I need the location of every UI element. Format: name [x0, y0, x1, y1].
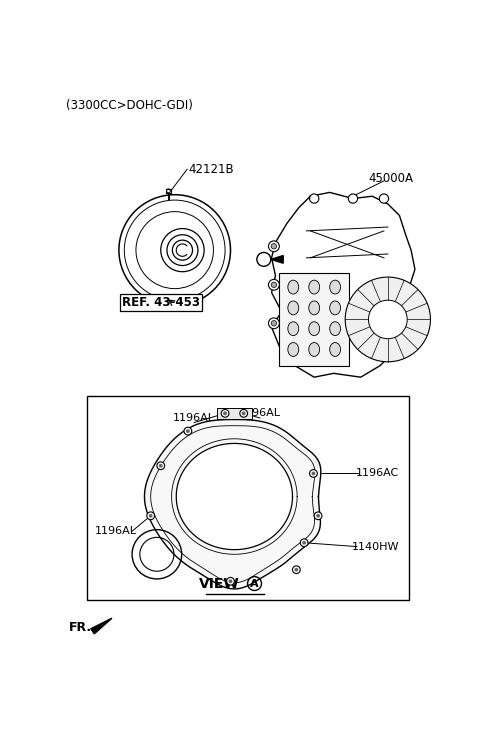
Text: 1140HW: 1140HW — [352, 542, 399, 551]
Circle shape — [369, 300, 407, 339]
Circle shape — [242, 412, 245, 415]
Circle shape — [316, 514, 320, 517]
Circle shape — [119, 195, 230, 306]
Circle shape — [312, 472, 315, 475]
Circle shape — [310, 194, 319, 203]
Ellipse shape — [330, 322, 340, 335]
Circle shape — [221, 410, 229, 417]
Circle shape — [271, 244, 276, 249]
Ellipse shape — [309, 301, 320, 315]
Text: FR.: FR. — [69, 621, 93, 634]
Circle shape — [227, 577, 234, 585]
Circle shape — [222, 411, 228, 416]
Text: 42121B: 42121B — [189, 163, 234, 176]
Circle shape — [314, 512, 322, 520]
Text: 1196AL: 1196AL — [95, 526, 137, 537]
Polygon shape — [176, 444, 292, 550]
Circle shape — [161, 228, 204, 272]
Bar — [166, 189, 171, 193]
Circle shape — [147, 512, 155, 520]
Circle shape — [379, 194, 389, 203]
Circle shape — [257, 253, 271, 266]
Circle shape — [224, 412, 227, 415]
Circle shape — [271, 282, 276, 287]
Circle shape — [310, 469, 317, 478]
Circle shape — [223, 411, 227, 416]
Bar — [87, 397, 409, 601]
Circle shape — [228, 579, 232, 583]
Circle shape — [268, 279, 279, 290]
Text: A: A — [260, 254, 267, 265]
Ellipse shape — [288, 343, 299, 357]
Circle shape — [240, 411, 247, 416]
Circle shape — [184, 427, 192, 435]
Circle shape — [345, 277, 431, 362]
Circle shape — [348, 194, 358, 203]
Polygon shape — [144, 419, 321, 589]
Bar — [279, 273, 349, 366]
Polygon shape — [91, 618, 112, 634]
Polygon shape — [272, 192, 415, 377]
Text: REF. 43-453: REF. 43-453 — [122, 296, 200, 309]
Circle shape — [149, 514, 153, 517]
Text: 1196AC: 1196AC — [356, 469, 399, 478]
Circle shape — [302, 541, 306, 545]
Ellipse shape — [309, 280, 320, 294]
Circle shape — [268, 318, 279, 329]
Text: VIEW: VIEW — [199, 576, 240, 590]
Circle shape — [172, 240, 192, 260]
Circle shape — [132, 530, 181, 579]
Text: 1196AL: 1196AL — [239, 408, 281, 419]
Ellipse shape — [330, 280, 340, 294]
Circle shape — [294, 567, 298, 572]
Ellipse shape — [330, 343, 340, 357]
Text: 1196AL: 1196AL — [173, 413, 215, 423]
Circle shape — [271, 321, 276, 326]
Circle shape — [159, 464, 163, 468]
Text: 45000A: 45000A — [369, 172, 413, 185]
Ellipse shape — [309, 322, 320, 335]
Circle shape — [292, 566, 300, 573]
Polygon shape — [271, 256, 283, 263]
Circle shape — [240, 410, 248, 417]
Circle shape — [300, 539, 308, 547]
Ellipse shape — [288, 280, 299, 294]
Ellipse shape — [309, 343, 320, 357]
Text: A: A — [250, 579, 259, 589]
Text: (3300CC>DOHC-GDI): (3300CC>DOHC-GDI) — [66, 99, 193, 112]
Circle shape — [157, 462, 165, 469]
Ellipse shape — [330, 301, 340, 315]
Ellipse shape — [288, 301, 299, 315]
Circle shape — [268, 241, 279, 251]
Ellipse shape — [288, 322, 299, 335]
Circle shape — [186, 429, 190, 433]
Circle shape — [167, 235, 198, 265]
Circle shape — [242, 411, 246, 416]
Bar — [217, 408, 252, 419]
